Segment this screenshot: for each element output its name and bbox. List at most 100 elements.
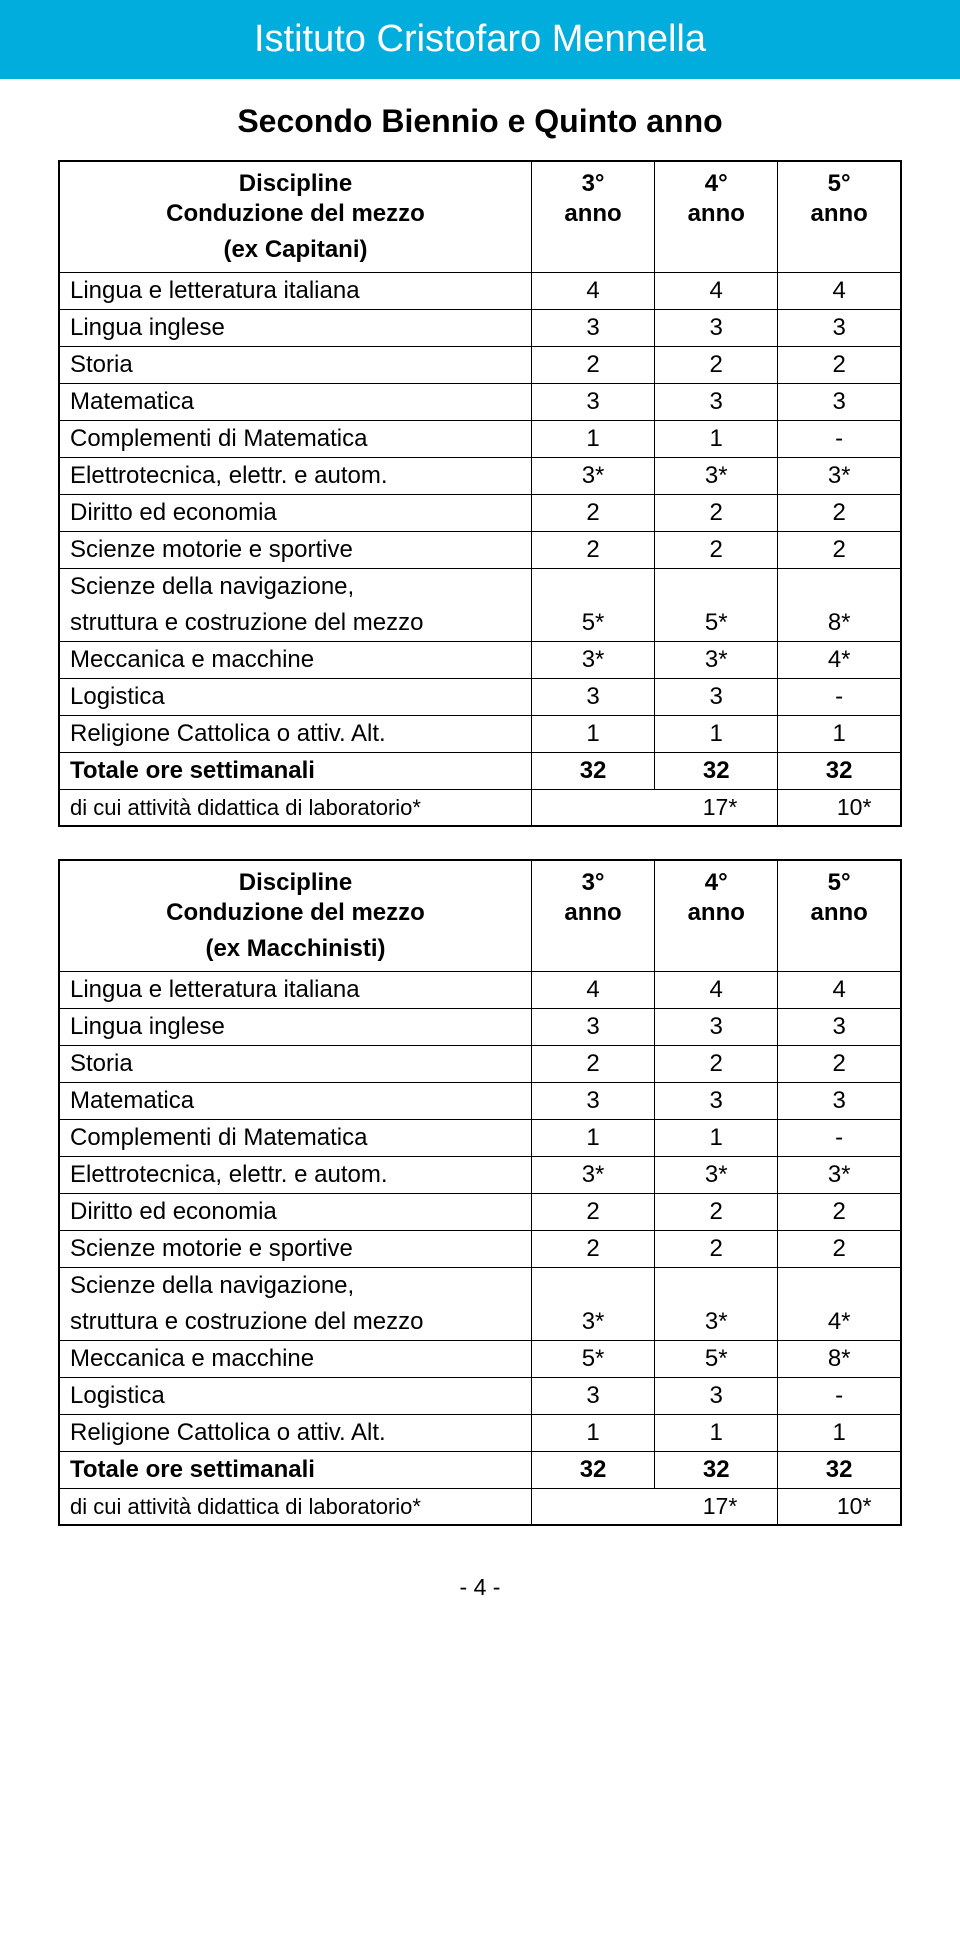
hours-cell: 3* <box>655 642 778 679</box>
hours-cell: 2 <box>778 1231 901 1268</box>
hours-cell: 1 <box>655 716 778 753</box>
hours-cell: 3 <box>655 1378 778 1415</box>
table-row: Logistica33- <box>59 679 901 716</box>
hours-cell: 2 <box>778 347 901 384</box>
subject-label: Complementi di Matematica <box>59 421 531 458</box>
year-3-label: anno <box>531 200 654 236</box>
page-title: Istituto Cristofaro Mennella <box>0 0 960 79</box>
subject-label: Matematica <box>59 384 531 421</box>
hours-cell: 2 <box>655 495 778 532</box>
hours-cell: 1 <box>655 1415 778 1452</box>
year-5-heading: 5° <box>778 161 901 200</box>
year-4-heading: 4° <box>655 860 778 899</box>
year-3-heading: 3° <box>531 860 654 899</box>
tables-container: Discipline 3° 4° 5° Conduzione del mezzo… <box>0 160 960 1526</box>
hours-cell: 1 <box>655 1120 778 1157</box>
table-row: Storia222 <box>59 347 901 384</box>
hours-cell: 1 <box>531 1120 654 1157</box>
hours-cell: 3* <box>655 458 778 495</box>
hours-cell: 4* <box>778 642 901 679</box>
year-3-label: anno <box>531 899 654 935</box>
hours-cell: 2 <box>655 1231 778 1268</box>
subject-label: Diritto ed economia <box>59 1194 531 1231</box>
table-row: Storia222 <box>59 1046 901 1083</box>
subject-label: Diritto ed economia <box>59 495 531 532</box>
total-cell: 32 <box>531 1452 654 1489</box>
hours-cell: 2 <box>531 495 654 532</box>
hours-cell: 1 <box>778 716 901 753</box>
subject-label: Meccanica e macchine <box>59 1341 531 1378</box>
discipline-heading: Discipline <box>59 161 531 200</box>
hours-cell: 3* <box>655 1157 778 1194</box>
subject-label: Lingua e letteratura italiana <box>59 273 531 310</box>
hours-cell: 2 <box>531 1194 654 1231</box>
table-row: Elettrotecnica, elettr. e autom.3*3*3* <box>59 1157 901 1194</box>
lab-label: di cui attività didattica di laboratorio… <box>59 1489 531 1526</box>
table-row: Lingua e letteratura italiana444 <box>59 273 901 310</box>
subject-label: Complementi di Matematica <box>59 1120 531 1157</box>
hours-cell: 4 <box>531 273 654 310</box>
total-cell: 32 <box>778 1452 901 1489</box>
lab-hours: 17* <box>531 1489 777 1526</box>
hours-cell: 3 <box>778 384 901 421</box>
table-row: Religione Cattolica o attiv. Alt.111 <box>59 716 901 753</box>
total-label: Totale ore settimanali <box>59 753 531 790</box>
lab-row: di cui attività didattica di laboratorio… <box>59 790 901 827</box>
hours-cell: 1 <box>655 421 778 458</box>
hours-cell: - <box>778 1120 901 1157</box>
lab-row: di cui attività didattica di laboratorio… <box>59 1489 901 1526</box>
table-header-row: (ex Capitani) <box>59 236 901 273</box>
subject-label: Logistica <box>59 1378 531 1415</box>
hours-cell: 2 <box>531 1046 654 1083</box>
discipline-heading: Discipline <box>59 860 531 899</box>
table-row: Complementi di Matematica11- <box>59 421 901 458</box>
year-4-label: anno <box>655 200 778 236</box>
discipline-heading-line2: Conduzione del mezzo <box>59 200 531 236</box>
hours-cell: 3* <box>655 1304 778 1341</box>
table-row: Diritto ed economia222 <box>59 495 901 532</box>
discipline-heading-line3: (ex Macchinisti) <box>59 935 531 972</box>
hours-cell: 3 <box>655 1083 778 1120</box>
table-row: Scienze motorie e sportive222 <box>59 1231 901 1268</box>
hours-cell: 1 <box>531 421 654 458</box>
table-row: Matematica333 <box>59 384 901 421</box>
curriculum-table-capitani: Discipline 3° 4° 5° Conduzione del mezzo… <box>58 160 902 827</box>
hours-cell: 3* <box>778 1157 901 1194</box>
hours-cell: 3* <box>531 642 654 679</box>
table-row: struttura e costruzione del mezzo3*3*4* <box>59 1304 901 1341</box>
total-cell: 32 <box>531 753 654 790</box>
hours-cell: 4 <box>655 972 778 1009</box>
hours-cell: 3 <box>531 1083 654 1120</box>
hours-cell: 2 <box>655 1194 778 1231</box>
total-cell: 32 <box>655 1452 778 1489</box>
total-label: Totale ore settimanali <box>59 1452 531 1489</box>
hours-cell: 5* <box>531 605 654 642</box>
hours-cell: 2 <box>655 347 778 384</box>
lab-hours: 10* <box>778 790 901 827</box>
hours-cell: 3 <box>655 310 778 347</box>
year-3-heading: 3° <box>531 161 654 200</box>
subject-label: Lingua inglese <box>59 310 531 347</box>
total-cell: 32 <box>655 753 778 790</box>
table-row: Diritto ed economia222 <box>59 1194 901 1231</box>
hours-cell: 2 <box>655 1046 778 1083</box>
subject-label: Scienze della navigazione, <box>59 569 531 606</box>
subject-label: Storia <box>59 1046 531 1083</box>
table-row: Scienze della navigazione, <box>59 569 901 606</box>
page-subtitle: Secondo Biennio e Quinto anno <box>0 79 960 160</box>
hours-cell: 1 <box>778 1415 901 1452</box>
hours-cell: 3 <box>531 1009 654 1046</box>
subject-label: Matematica <box>59 1083 531 1120</box>
lab-hours: 17* <box>531 790 777 827</box>
hours-cell: 3 <box>655 1009 778 1046</box>
subject-label: Scienze della navigazione, <box>59 1268 531 1305</box>
subject-label: Scienze motorie e sportive <box>59 532 531 569</box>
hours-cell: 2 <box>655 532 778 569</box>
year-4-label: anno <box>655 899 778 935</box>
subject-label: struttura e costruzione del mezzo <box>59 1304 531 1341</box>
year-5-label: anno <box>778 200 901 236</box>
table-row: Lingua e letteratura italiana444 <box>59 972 901 1009</box>
year-5-heading: 5° <box>778 860 901 899</box>
hours-cell: 8* <box>778 605 901 642</box>
table-row: Scienze motorie e sportive222 <box>59 532 901 569</box>
